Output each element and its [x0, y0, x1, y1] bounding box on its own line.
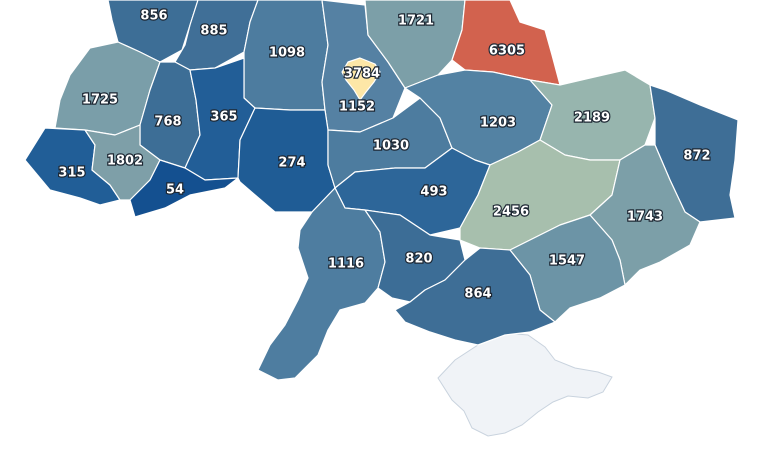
region-kherson[interactable] [394, 247, 556, 346]
label-dnipropetrovsk: 2456 [493, 205, 529, 220]
label-chernivtsi: 54 [166, 183, 184, 198]
label-chernihiv: 1721 [398, 14, 434, 29]
label-zaporizhzhia: 1547 [549, 254, 585, 269]
label-volyn: 856 [140, 9, 167, 24]
value-labels: 856 885 1098 1152 3784 1721 6305 1725 76… [57, 7, 712, 302]
label-poltava: 1203 [480, 116, 516, 131]
label-ivano-frankivsk: 1802 [107, 154, 143, 169]
label-kyiv-city: 3784 [344, 67, 380, 82]
label-sumy: 6305 [489, 44, 525, 59]
label-kyiv-oblast: 1152 [339, 100, 375, 115]
region-chernivtsi[interactable] [129, 159, 239, 218]
label-donetsk: 1743 [627, 210, 663, 225]
label-mykolaiv: 820 [405, 252, 432, 267]
region-kyiv-city[interactable] [341, 57, 381, 101]
label-zakarpattia: 315 [58, 166, 85, 181]
label-kharkiv: 2189 [574, 111, 610, 126]
region-crimea[interactable] [437, 332, 613, 437]
label-rivne: 885 [200, 24, 227, 39]
label-kirovohrad: 493 [420, 185, 447, 200]
label-odesa: 1116 [328, 257, 364, 272]
label-khmelnytskyi: 365 [210, 110, 237, 125]
label-cherkasy: 1030 [373, 139, 409, 154]
label-lviv: 1725 [82, 93, 118, 108]
label-kherson: 864 [464, 287, 491, 302]
label-ternopil: 768 [154, 115, 181, 130]
label-zhytomyr: 1098 [269, 46, 305, 61]
label-luhansk: 872 [683, 149, 710, 164]
region-odesa[interactable] [257, 187, 386, 381]
label-vinnytsia: 274 [278, 156, 305, 171]
